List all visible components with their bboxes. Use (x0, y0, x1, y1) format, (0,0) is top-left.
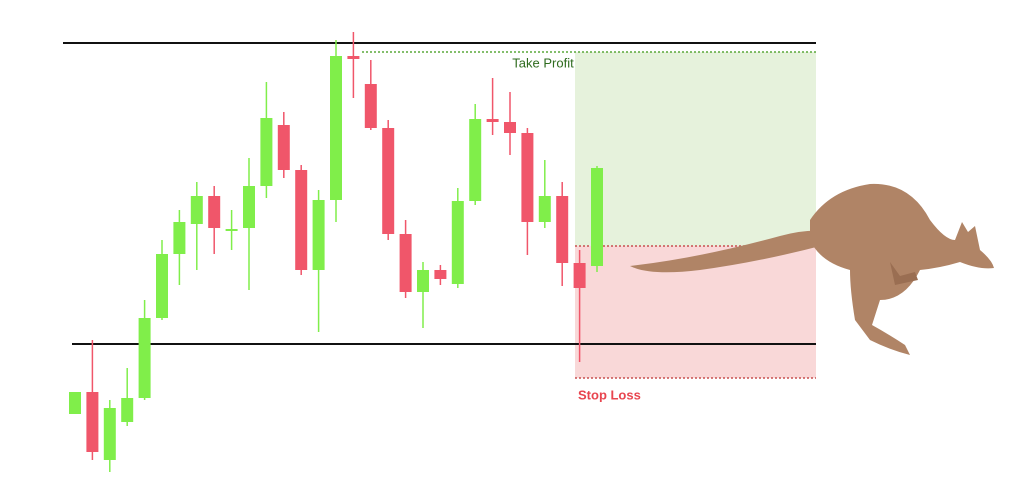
candle-body (173, 222, 186, 254)
candle-body (364, 84, 377, 128)
candle-body (103, 408, 116, 460)
candle-body (121, 398, 134, 422)
candle-body (225, 229, 238, 231)
take-profit-zone (575, 52, 816, 246)
candle-body (417, 270, 429, 292)
candle-body (382, 128, 395, 234)
trade-zones: Take Profit Stop Loss (63, 42, 816, 402)
candle-body (260, 118, 273, 186)
take-profit-label: Take Profit (512, 55, 574, 70)
candle-body (69, 392, 81, 414)
candle-body (521, 133, 534, 222)
candle-body (538, 196, 551, 222)
candle-body (399, 234, 412, 292)
candle-body (347, 56, 360, 59)
candle-body (243, 186, 255, 228)
stop-loss-label: Stop Loss (578, 387, 641, 402)
candle-body (504, 122, 516, 133)
candle-body (556, 196, 569, 263)
candle-body (295, 170, 308, 270)
kangaroo (630, 183, 994, 355)
candle-body (312, 200, 325, 270)
candle-body (573, 263, 586, 288)
candle-body (208, 196, 221, 228)
candle-body (277, 125, 290, 170)
candle-body (156, 254, 168, 318)
candle-body (469, 119, 482, 201)
candle-body (591, 168, 603, 266)
candle-body (190, 196, 203, 224)
candle-body (434, 270, 447, 279)
candle-body (486, 119, 499, 122)
candle-body (138, 318, 151, 398)
candles (69, 32, 603, 472)
candle-body (451, 201, 464, 284)
candle-body (86, 392, 99, 452)
candle-body (330, 56, 342, 200)
